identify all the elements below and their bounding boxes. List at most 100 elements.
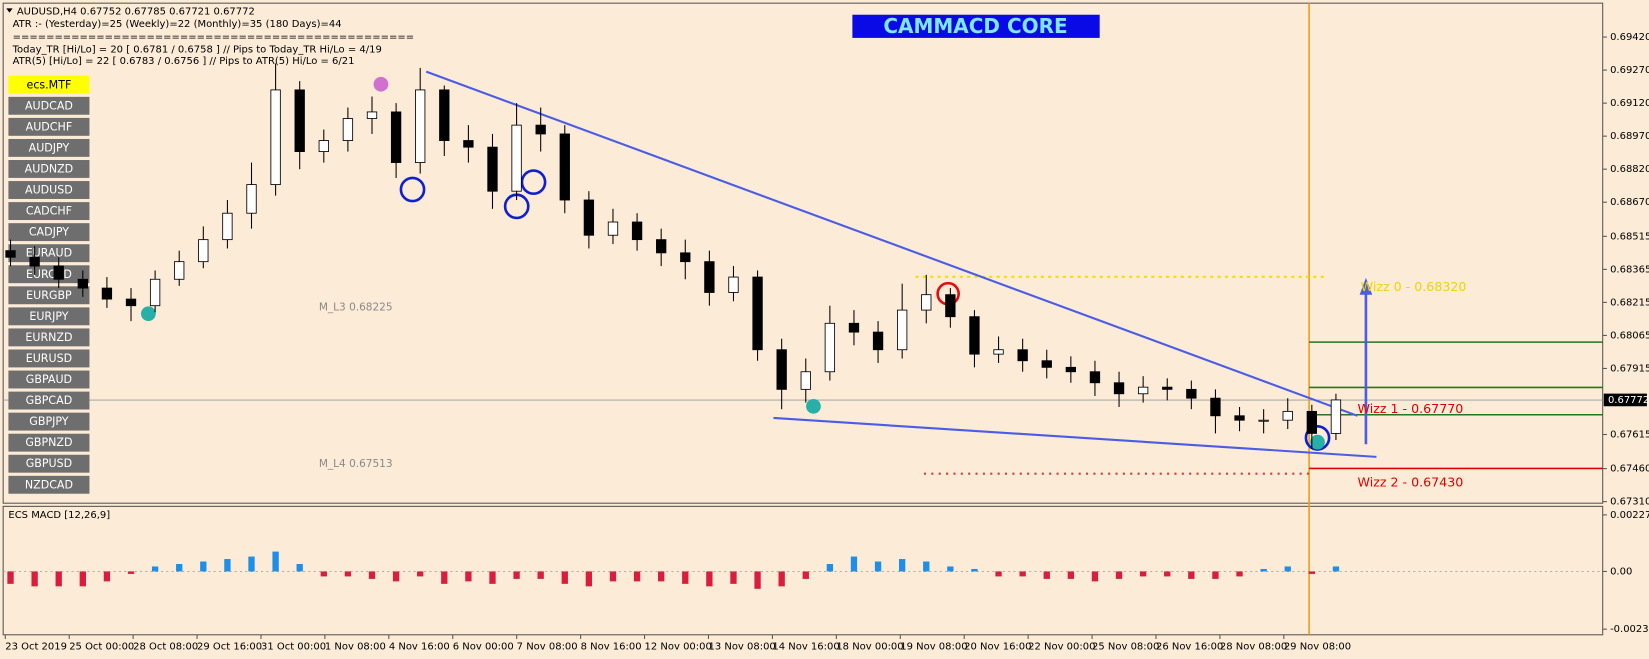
symbol-button[interactable]: GBPNZD (8, 433, 90, 452)
symbol-button-label[interactable]: GBPCAD (26, 394, 73, 407)
candle-body (149, 278, 161, 307)
annotation: Wizz 0 - 0.68320 (1361, 279, 1467, 294)
symbol-button[interactable]: EURNZD (8, 328, 90, 347)
symbol-button-label[interactable]: CADCHF (26, 205, 72, 218)
candle-body (1065, 366, 1077, 373)
symbol-button[interactable]: GBPAUD (8, 370, 90, 389)
candle-body (1113, 382, 1125, 395)
macd-bar (923, 561, 930, 572)
macd-bar (31, 571, 38, 587)
header-line: AUDUSD,H4 0.67752 0.67785 0.67721 0.6777… (17, 7, 255, 18)
symbol-button-label[interactable]: AUDCHF (26, 120, 73, 133)
symbol-button-label[interactable]: GBPAUD (26, 373, 72, 386)
symbol-button-bg[interactable] (8, 454, 90, 473)
symbol-button[interactable]: AUDUSD (8, 181, 90, 199)
symbol-button-label[interactable]: EURJPY (29, 310, 68, 323)
macd-bar (1212, 571, 1219, 579)
symbol-button[interactable]: EURCAD (8, 265, 90, 284)
symbol-button-label[interactable]: EURUSD (26, 352, 72, 365)
y-tick-label: 0.00 (1610, 566, 1632, 577)
symbol-button[interactable]: ecs.MTF (8, 75, 90, 94)
symbol-button-label[interactable]: CADJPY (29, 226, 69, 239)
signal-circle (520, 169, 547, 196)
symbol-button[interactable]: NZDCAD (8, 475, 90, 494)
symbol-button-bg[interactable] (8, 181, 90, 199)
macd-bar (417, 571, 424, 577)
symbol-button-bg[interactable] (8, 138, 90, 157)
macd-bar (1019, 571, 1026, 577)
symbol-button-label[interactable]: AUDNZD (25, 162, 73, 175)
symbol-button-label[interactable]: NZDCAD (25, 478, 73, 491)
symbol-button-label[interactable]: AUDJPY (29, 141, 70, 154)
symbol-button-label[interactable]: EURCAD (26, 268, 72, 281)
y-tick-label: 0.67915 (1610, 363, 1649, 374)
symbol-button-label[interactable]: GBPJPY (29, 415, 68, 428)
candle-body (728, 276, 739, 293)
candle-body (222, 212, 233, 241)
symbol-button[interactable]: CADJPY (8, 223, 90, 242)
candle-body (1041, 360, 1052, 368)
symbol-button-label[interactable]: ecs.MTF (27, 78, 72, 91)
symbol-button-bg[interactable] (8, 117, 90, 136)
symbol-button-bg[interactable] (8, 223, 90, 242)
x-tick-label: 22 Nov 00:00 (1028, 641, 1095, 652)
symbol-button-label[interactable]: AUDUSD (25, 184, 73, 197)
macd-bar (971, 568, 978, 572)
candle-body (848, 322, 860, 333)
symbol-button[interactable]: EURJPY (8, 307, 90, 326)
symbol-button-label[interactable]: EURNZD (25, 331, 72, 344)
candle-body (53, 265, 64, 280)
y-tick-label: 0.68065 (1610, 330, 1649, 341)
symbol-button-bg[interactable] (8, 244, 90, 263)
symbol-button-bg[interactable] (8, 286, 90, 305)
symbol-button-label[interactable]: GBPNZD (25, 436, 72, 449)
symbol-button-label[interactable]: GBPUSD (26, 457, 72, 470)
candle-body (294, 89, 305, 152)
macd-bar (826, 563, 834, 572)
macd-bar (55, 571, 62, 587)
candle-body (800, 371, 811, 390)
macd-bar (465, 571, 472, 582)
symbol-button-bg[interactable] (8, 328, 90, 347)
symbol-button-bg[interactable] (8, 202, 90, 221)
x-tick-label: 23 Oct 2019 (5, 641, 67, 652)
macd-bar (1043, 571, 1050, 579)
candle-body (390, 111, 402, 163)
symbol-button-bg[interactable] (8, 160, 90, 178)
symbol-button[interactable]: AUDCAD (8, 96, 90, 115)
symbol-button-bg[interactable] (8, 307, 90, 326)
symbol-button-label[interactable]: EURGBP (26, 289, 72, 302)
symbol-button[interactable]: CADCHF (8, 202, 90, 221)
symbol-button-bg[interactable] (8, 391, 90, 410)
macd-bar (151, 566, 159, 572)
symbol-button[interactable]: EURUSD (8, 349, 90, 368)
symbol-button[interactable]: GBPCAD (8, 391, 90, 410)
symbol-button-bg[interactable] (8, 265, 90, 284)
candle-body (1089, 371, 1101, 384)
symbol-button-bg[interactable] (8, 370, 90, 389)
symbol-button[interactable]: EURGBP (8, 286, 90, 305)
symbol-button-bg[interactable] (8, 96, 90, 115)
symbol-button[interactable]: EURAUD (8, 244, 90, 263)
symbol-button[interactable]: AUDNZD (8, 160, 90, 178)
symbol-button-bg[interactable] (8, 349, 90, 368)
macd-bar (658, 571, 665, 582)
symbol-button-label[interactable]: EURAUD (26, 247, 72, 260)
symbol-button-label[interactable]: AUDCAD (25, 99, 73, 112)
symbol-button[interactable]: AUDJPY (8, 138, 90, 157)
symbol-button[interactable]: GBPUSD (8, 454, 90, 473)
symbol-button-bg[interactable] (8, 412, 90, 431)
macd-bar (489, 571, 496, 584)
symbol-button-bg[interactable] (8, 75, 90, 94)
symbol-button-bg[interactable] (8, 433, 90, 452)
macd-bar (79, 571, 86, 587)
candle-body (487, 146, 498, 192)
macd-bar (344, 571, 352, 577)
annotation: M_L4 0.67513 (319, 458, 393, 470)
symbol-button-bg[interactable] (8, 475, 90, 494)
symbol-button[interactable]: GBPJPY (8, 412, 90, 431)
macd-bar (1308, 571, 1315, 574)
macd-bar (947, 566, 954, 572)
symbol-button[interactable]: AUDCHF (8, 117, 90, 136)
candle-body (607, 221, 619, 236)
